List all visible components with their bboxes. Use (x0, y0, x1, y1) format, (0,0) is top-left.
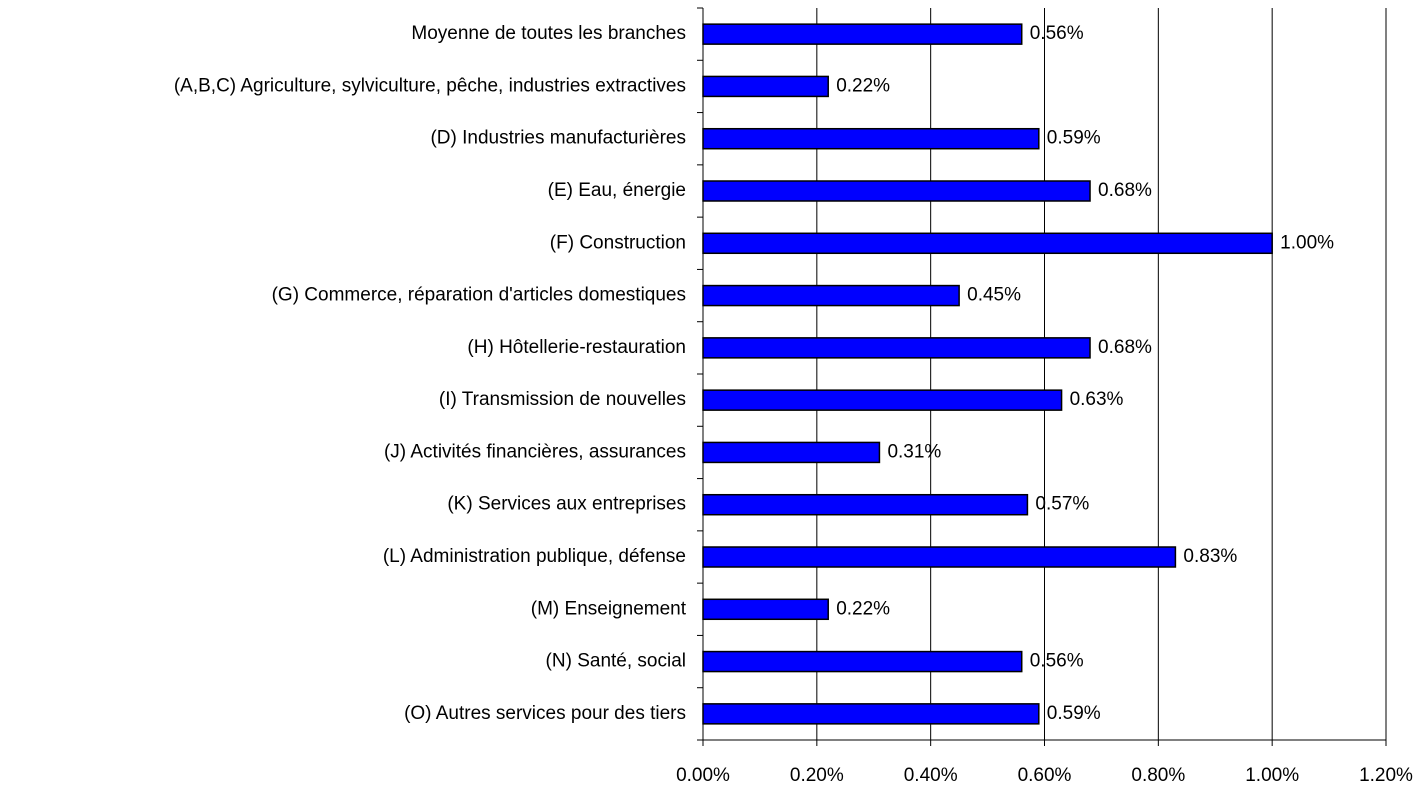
x-tick-label: 0.20% (790, 765, 844, 786)
category-label: (I) Transmission de nouvelles (439, 389, 686, 410)
bar (702, 389, 1063, 411)
category-label: (M) Enseignement (531, 598, 687, 619)
data-label: 0.59% (1047, 128, 1101, 149)
category-label: (J) Activités financières, assurances (384, 441, 686, 462)
x-tick-label: 0.00% (676, 765, 730, 786)
x-tick-label: 1.00% (1245, 765, 1299, 786)
category-label: (D) Industries manufacturières (430, 128, 686, 149)
data-label: 1.00% (1280, 232, 1334, 253)
bar (702, 127, 1040, 150)
data-label: 0.45% (967, 285, 1021, 306)
category-label: (L) Administration publique, défense (383, 546, 686, 567)
bar (702, 650, 1023, 673)
category-label: (O) Autres services pour des tiers (404, 703, 686, 724)
data-label: 0.56% (1030, 651, 1084, 672)
category-label: (E) Eau, énergie (548, 180, 686, 201)
data-label: 0.68% (1098, 337, 1152, 358)
bar (702, 337, 1091, 359)
x-tick-label: 1.20% (1359, 765, 1413, 786)
data-label: 0.63% (1070, 389, 1124, 410)
data-label: 0.68% (1098, 180, 1152, 201)
data-label: 0.31% (887, 441, 941, 462)
category-label: (K) Services aux entreprises (447, 494, 686, 515)
bar (702, 441, 881, 464)
data-label: 0.56% (1030, 23, 1084, 44)
data-label: 0.83% (1183, 546, 1237, 567)
bar (702, 493, 1029, 516)
category-label: (H) Hôtellerie-restauration (467, 337, 686, 358)
data-label: 0.22% (836, 75, 890, 96)
category-label: (N) Santé, social (546, 651, 686, 672)
bar (702, 598, 829, 621)
data-label: 0.59% (1047, 703, 1101, 724)
bar (702, 75, 829, 98)
data-label: 0.57% (1035, 494, 1089, 515)
category-label: (A,B,C) Agriculture, sylviculture, pêche… (174, 75, 686, 96)
x-tick-label: 0.60% (1018, 765, 1072, 786)
data-label: 0.22% (836, 598, 890, 619)
bar (702, 180, 1091, 202)
bar (702, 546, 1177, 568)
bar (702, 284, 960, 307)
bar (702, 232, 1273, 255)
category-label: (F) Construction (550, 232, 686, 253)
category-label: (G) Commerce, réparation d'articles dome… (272, 285, 686, 306)
bar (702, 703, 1040, 725)
x-tick-label: 0.40% (904, 765, 958, 786)
bar (702, 23, 1023, 45)
category-label: Moyenne de toutes les branches (411, 23, 686, 44)
x-tick-label: 0.80% (1131, 765, 1185, 786)
